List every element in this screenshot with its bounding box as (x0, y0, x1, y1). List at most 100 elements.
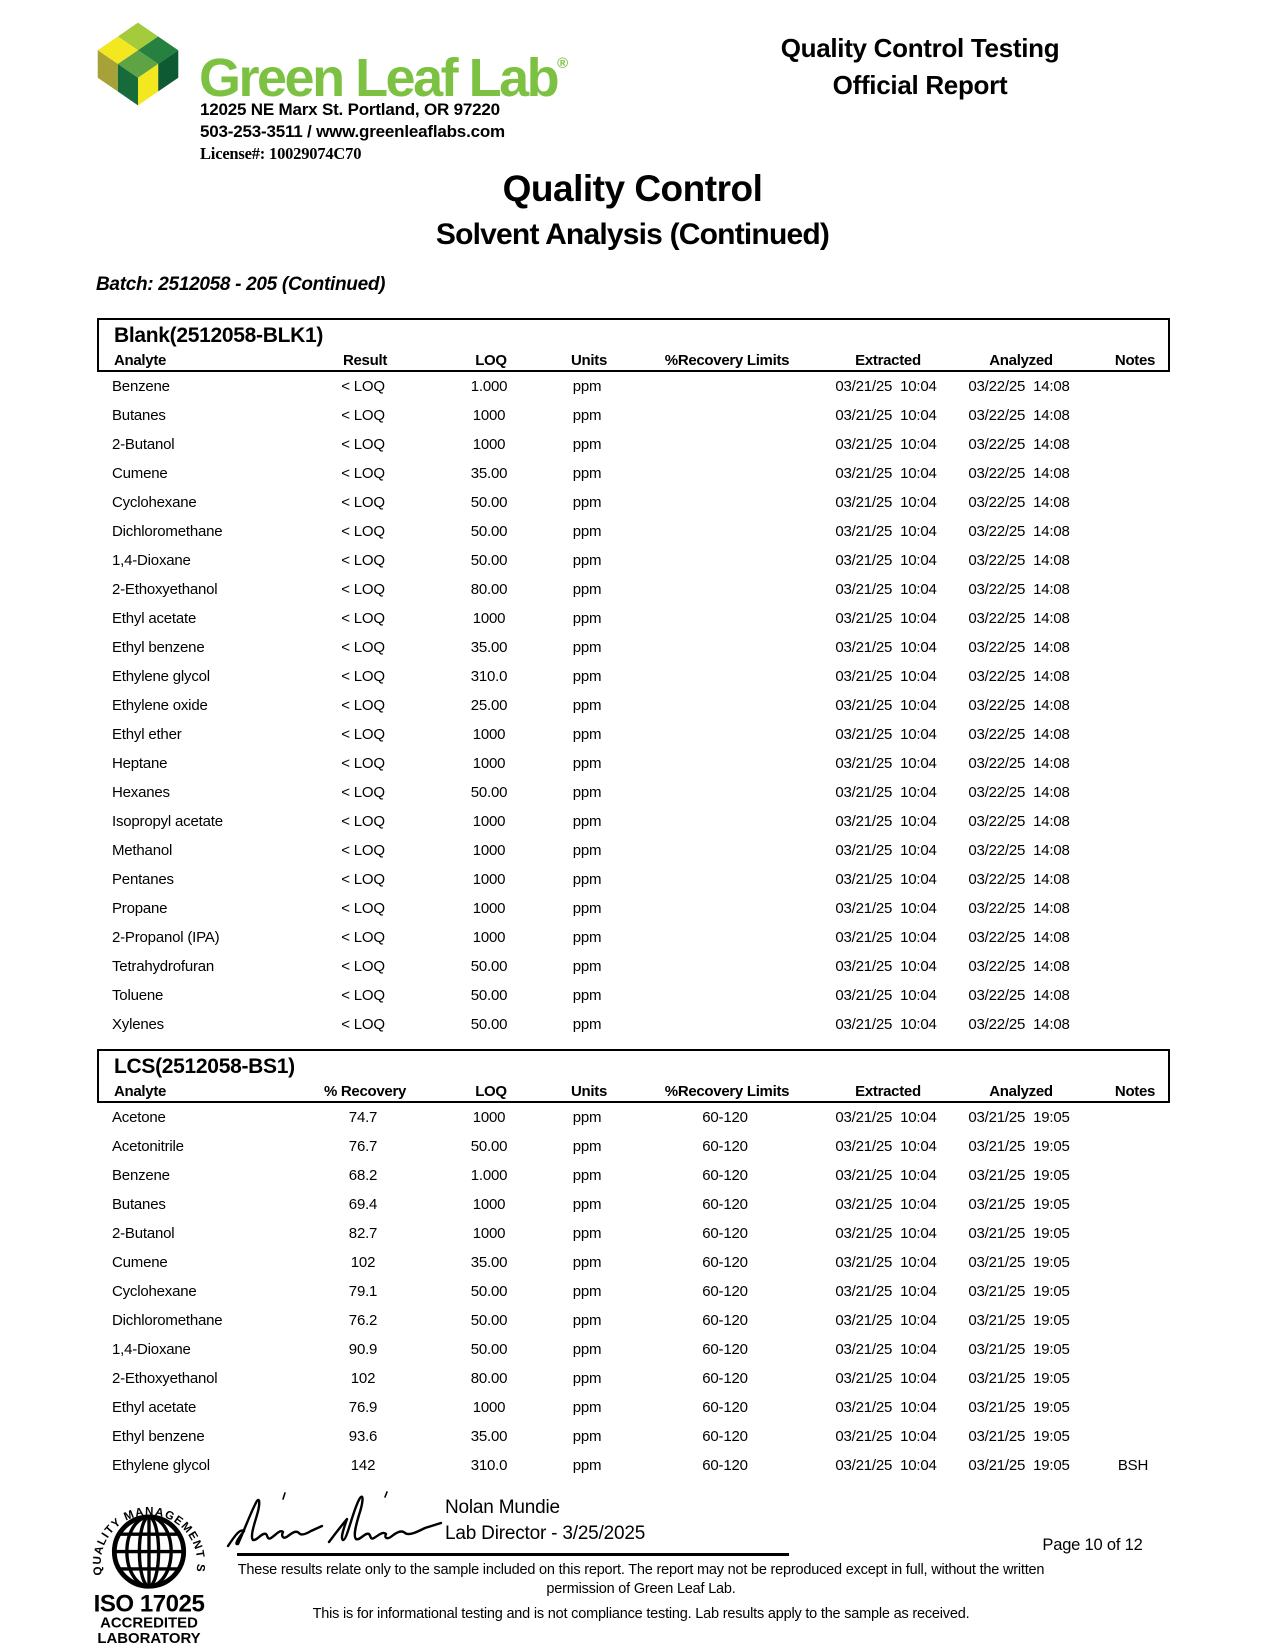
table-cell: 03/22/25 14:08 (968, 813, 1070, 830)
table-cell: 2-Propanol (IPA) (112, 929, 220, 946)
table-cell: 03/22/25 14:08 (968, 871, 1070, 888)
table-cell: 76.9 (348, 1399, 378, 1416)
table-cell: ppm (572, 755, 602, 772)
table-cell: 03/21/25 19:05 (968, 1196, 1070, 1213)
table-cell: 60-120 (702, 1341, 748, 1358)
table-cell: ppm (572, 610, 602, 627)
table-cell: BSH (1117, 1457, 1149, 1474)
table-cell: ppm (572, 523, 602, 540)
table-cell: Ethylene glycol (112, 668, 210, 685)
table-cell: 03/22/25 14:08 (968, 639, 1070, 656)
table-cell: 03/22/25 14:08 (968, 668, 1070, 685)
table-title: LCS(2512058-BS1) (114, 1055, 295, 1078)
table-cell: Cyclohexane (112, 494, 197, 511)
svg-text:ACCREDITED: ACCREDITED (100, 1615, 198, 1632)
table-cell: 35.00 (470, 1254, 508, 1271)
column-header: %Recovery Limits (664, 1082, 790, 1100)
column-header: LOQ (475, 1082, 507, 1100)
table-cell: 60-120 (702, 1225, 748, 1242)
signer-title-date: Lab Director - 3/25/2025 (445, 1523, 646, 1544)
signer-name: Nolan Mundie (445, 1497, 560, 1518)
table-cell: < LOQ (341, 900, 385, 917)
table-cell: 03/21/25 19:05 (968, 1254, 1070, 1271)
table-cell: ppm (572, 784, 602, 801)
table-cell: 03/21/25 10:04 (835, 900, 937, 917)
table-row: 2-Ethoxyethanol 102 80.00 ppm 60-120 03/21/25… (97, 1364, 1170, 1393)
table-rows: Benzene < LOQ 1.000 ppm 03/21/25 10:04 03/22/… (97, 372, 1170, 1039)
table-cell: 03/21/25 19:05 (968, 1341, 1070, 1358)
table-cell: 03/22/25 14:08 (968, 552, 1070, 569)
table-cell: ppm (572, 1312, 602, 1329)
table-cell: 03/21/25 10:04 (835, 697, 937, 714)
table-row: Tetrahydrofuran < LOQ 50.00 ppm 03/21/25 10:… (97, 952, 1170, 981)
table-cell: 03/22/25 14:08 (968, 900, 1070, 917)
table-cell: 310.0 (470, 668, 508, 685)
table-cell: 03/21/25 10:04 (835, 726, 937, 743)
column-header: Analyte (114, 1082, 167, 1100)
table-cell: Ethyl benzene (112, 639, 205, 656)
table-cell: 03/21/25 10:04 (835, 1016, 937, 1033)
table-cell: 1000 (472, 726, 506, 743)
table-row: Heptane < LOQ 1000 ppm 03/21/25 10:04 03/22/2… (97, 749, 1170, 778)
table-cell: ppm (572, 465, 602, 482)
svg-text:QUALITY MANAGEMENT SYSTEM: QUALITY MANAGEMENT SYSTEM (85, 1488, 206, 1576)
table-cell: 1.000 (470, 1167, 508, 1184)
column-header: LOQ (475, 351, 507, 369)
table-row: 2-Butanol < LOQ 1000 ppm 03/21/25 10:04 03/22… (97, 430, 1170, 459)
table-cell: ppm (572, 987, 602, 1004)
table-row: Hexanes < LOQ 50.00 ppm 03/21/25 10:04 03/22/… (97, 778, 1170, 807)
table-cell: 1000 (472, 1225, 506, 1242)
table-cell: 03/21/25 10:04 (835, 1370, 937, 1387)
table-cell: 03/22/25 14:08 (968, 842, 1070, 859)
table-cell: 03/21/25 10:04 (835, 610, 937, 627)
table-cell: Tetrahydrofuran (112, 958, 215, 975)
table-cell: 60-120 (702, 1312, 748, 1329)
table-cell: 1000 (472, 436, 506, 453)
table-cell: 50.00 (470, 1283, 508, 1300)
table-cell: 50.00 (470, 987, 508, 1004)
disclaimer-line-1: These results relate only to the sample … (237, 1562, 1045, 1597)
table-cell: ppm (572, 378, 602, 395)
table-cell: Ethylene glycol (112, 1457, 210, 1474)
table-cell: ppm (572, 581, 602, 598)
table-cell: ppm (572, 1399, 602, 1416)
table-cell: 1000 (472, 842, 506, 859)
table-cell: ppm (572, 929, 602, 946)
table-cell: 03/22/25 14:08 (968, 784, 1070, 801)
brand-name: Green Leaf Lab® (199, 48, 569, 108)
table-cell: ppm (572, 1167, 602, 1184)
table-cell: 60-120 (702, 1254, 748, 1271)
column-header: Extracted (855, 1082, 921, 1100)
table-cell: Ethyl benzene (112, 1428, 205, 1445)
table-cell: 1000 (472, 871, 506, 888)
table-cell: 1000 (472, 900, 506, 917)
table-cell: 2-Ethoxyethanol (112, 581, 218, 598)
table-cell: 03/21/25 19:05 (968, 1370, 1070, 1387)
table-cell: 03/21/25 10:04 (835, 581, 937, 598)
table-cell: 03/21/25 10:04 (835, 871, 937, 888)
table-cell: 1000 (472, 1399, 506, 1416)
table-cell: 03/22/25 14:08 (968, 581, 1070, 598)
table-cell: 03/22/25 14:08 (968, 523, 1070, 540)
table-row: Xylenes < LOQ 50.00 ppm 03/21/25 10:04 03/22/… (97, 1010, 1170, 1039)
table-cell: ppm (572, 639, 602, 656)
table-cell: < LOQ (341, 726, 385, 743)
table-cell: 03/21/25 10:04 (835, 668, 937, 685)
table-cell: 03/21/25 19:05 (968, 1225, 1070, 1242)
table-cell: Toluene (112, 987, 164, 1004)
table-cell: 76.2 (348, 1312, 378, 1329)
table-cell: ppm (572, 494, 602, 511)
batch-label: Batch: 2512058 - 205 (Continued) (96, 274, 386, 295)
disclaimer-line-2: This is for informational testing and is… (312, 1606, 970, 1622)
column-header: % Recovery (323, 1082, 407, 1100)
table-cell: 79.1 (348, 1283, 378, 1300)
table-row: Ethyl acetate < LOQ 1000 ppm 03/21/25 10:04 0… (97, 604, 1170, 633)
table-cell: 03/22/25 14:08 (968, 465, 1070, 482)
table-row: Acetonitrile 76.7 50.00 ppm 60-120 03/21/25 1… (97, 1132, 1170, 1161)
table-cell: 1,4-Dioxane (112, 1341, 191, 1358)
table-row: Acetone 74.7 1000 ppm 60-120 03/21/25 10:04 03… (97, 1103, 1170, 1132)
table-cell: 03/21/25 10:04 (835, 465, 937, 482)
table-cell: 60-120 (702, 1457, 748, 1474)
table-cell: 03/22/25 14:08 (968, 958, 1070, 975)
table-cell: ppm (572, 552, 602, 569)
